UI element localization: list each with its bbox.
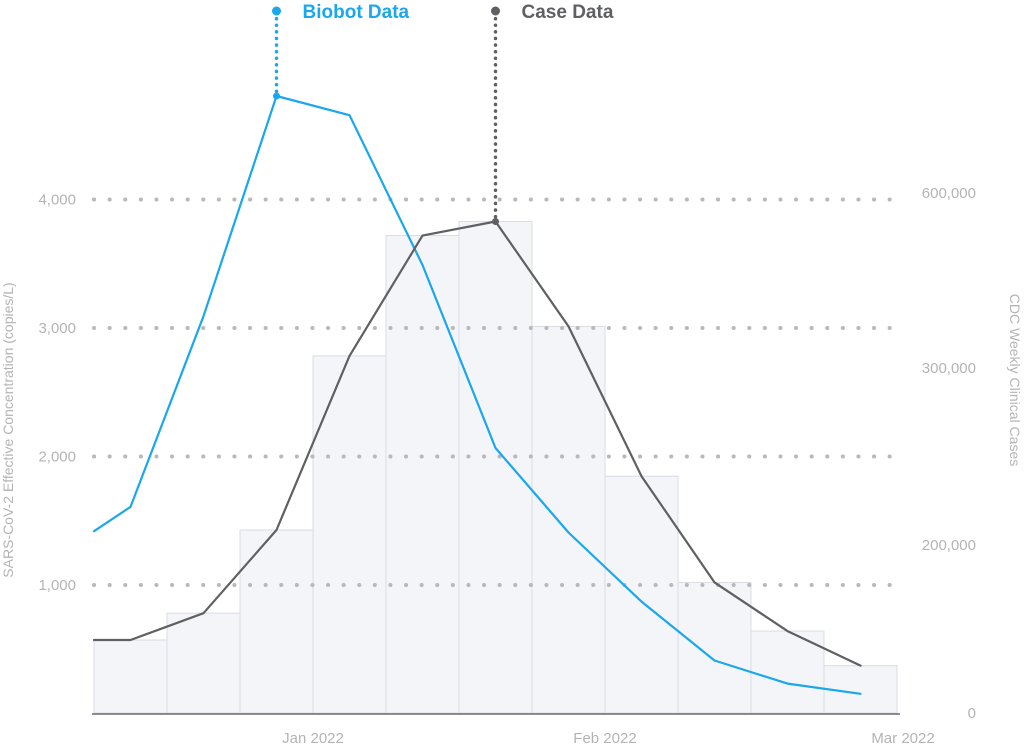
x-tick-label: Feb 2022 bbox=[573, 730, 636, 747]
bar-week-3 bbox=[239, 529, 314, 714]
bar-week-9 bbox=[677, 581, 752, 714]
bar-week-6 bbox=[458, 220, 533, 714]
series-line-biobot bbox=[92, 94, 862, 695]
legend-marker-icon bbox=[491, 6, 500, 16]
series-line-case bbox=[92, 220, 862, 667]
left-tick-label: 3,000 bbox=[38, 320, 76, 337]
legend: Biobot Data Case Data bbox=[272, 2, 614, 225]
right-tick-label: 0 bbox=[968, 705, 976, 722]
bar-week-8 bbox=[604, 475, 679, 714]
ticks-layer: 1,000 2,000 3,000 4,000 0 200,000 300,000 600,0… bbox=[38, 185, 976, 747]
peak-marker-icon bbox=[273, 92, 280, 100]
bar-week-1 bbox=[93, 639, 168, 714]
left-axis-title: SARS-CoV-2 Effective Concentration (copi… bbox=[0, 282, 16, 577]
left-tick-label: 2,000 bbox=[38, 449, 76, 466]
left-tick-label: 1,000 bbox=[38, 577, 76, 594]
left-tick-label: 4,000 bbox=[38, 192, 76, 209]
legend-label: Biobot Data bbox=[303, 2, 410, 23]
bar-week-2 bbox=[166, 612, 241, 714]
peak-marker-icon bbox=[492, 217, 499, 225]
x-tick-label: Jan 2022 bbox=[282, 730, 344, 747]
bars-layer bbox=[93, 220, 898, 714]
legend-marker-icon bbox=[272, 6, 281, 16]
bar-week-5 bbox=[385, 235, 460, 714]
grid-layer bbox=[92, 197, 902, 587]
right-tick-label: 200,000 bbox=[922, 537, 976, 554]
bar-week-10 bbox=[750, 630, 825, 714]
right-tick-label: 300,000 bbox=[922, 360, 976, 377]
legend-label: Case Data bbox=[522, 2, 614, 23]
x-tick-label: Mar 2022 bbox=[871, 730, 934, 747]
lines-layer bbox=[92, 94, 862, 695]
right-tick-label: 600,000 bbox=[922, 185, 976, 202]
right-axis-title: CDC Weekly Clinical Cases bbox=[1007, 294, 1023, 466]
bar-week-4 bbox=[312, 355, 387, 714]
bar-week-7 bbox=[531, 325, 606, 714]
